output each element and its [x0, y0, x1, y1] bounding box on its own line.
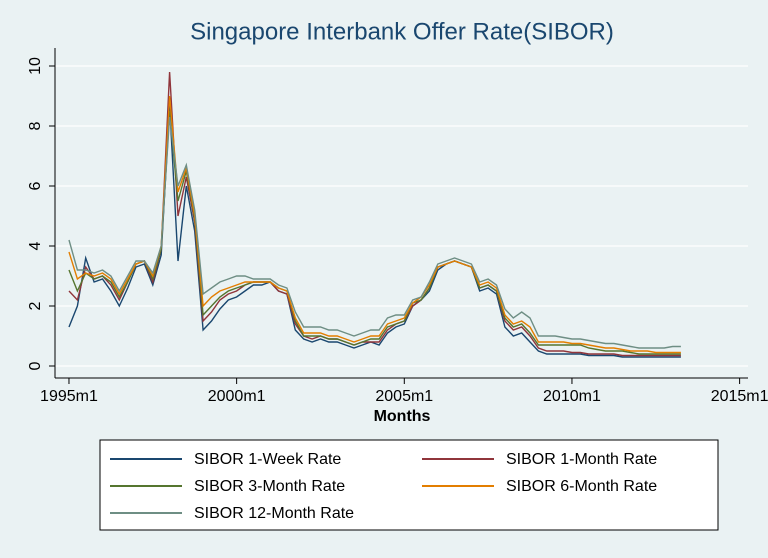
y-tick-label: 4 — [27, 241, 44, 250]
y-tick-label: 0 — [27, 361, 44, 370]
series-line — [68, 95, 681, 354]
y-tick-label: 2 — [27, 301, 44, 310]
x-tick-label: 2005m1 — [375, 388, 433, 405]
chart-title: Singapore Interbank Offer Rate(SIBOR) — [190, 18, 614, 45]
legend — [99, 439, 719, 531]
y-tick-label: 8 — [27, 121, 44, 130]
x-tick-label: 2000m1 — [208, 388, 266, 405]
y-tick-label: 6 — [27, 181, 44, 190]
legend-label: SIBOR 12-Month Rate — [194, 505, 354, 522]
series-line — [68, 71, 681, 357]
x-tick-label: 1995m1 — [40, 388, 98, 405]
legend-label: SIBOR 1-Month Rate — [506, 451, 657, 468]
x-axis-title: Months — [374, 408, 431, 425]
legend-label: SIBOR 3-Month Rate — [194, 478, 345, 495]
series-line — [68, 116, 681, 349]
legend-label: SIBOR 6-Month Rate — [506, 478, 657, 495]
x-tick-label: 2015m1 — [711, 388, 768, 405]
x-tick-label: 2010m1 — [543, 388, 601, 405]
y-tick-label: 10 — [27, 57, 44, 75]
legend-label: SIBOR 1-Week Rate — [194, 451, 341, 468]
